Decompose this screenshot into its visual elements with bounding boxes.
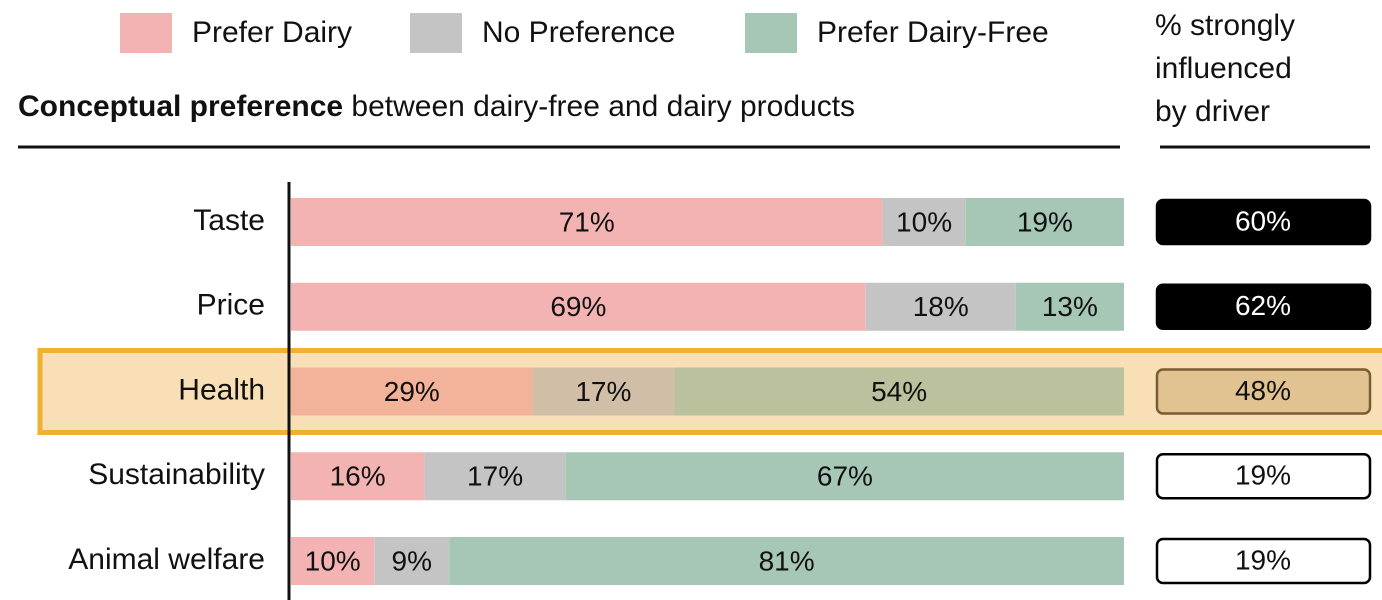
legend-swatch [745,13,797,53]
title-suffix: between dairy-free and dairy products [343,90,855,123]
bar-segment [965,198,1124,246]
chart-title: Conceptual preference between dairy-free… [18,90,855,123]
bar-segment [865,282,1016,331]
influence-label: 60% [1235,205,1291,236]
bar-value-label: 71% [559,206,615,237]
bar-value-label: 54% [871,376,927,407]
category-label: Animal welfare [68,543,265,576]
influence-label: 48% [1235,375,1291,406]
category-label: Sustainability [88,458,265,491]
influence-box [1155,453,1372,500]
category-label: Price [197,289,265,322]
bar-segment [1015,282,1124,331]
legend-swatch [120,13,172,53]
legend-label: No Preference [482,16,675,49]
bar-value-label: 19% [1017,206,1073,237]
bar-segment [424,452,566,501]
bar-segment [565,452,1124,501]
influence-label: 19% [1235,544,1291,575]
influence-box [1155,283,1372,330]
bar-segment [291,452,425,501]
bar-segment [882,198,966,246]
bar-value-label: 17% [575,376,631,407]
bar-value-label: 81% [759,545,815,576]
influence-box [1155,537,1372,585]
legend-swatch [410,13,462,53]
bar-segment [449,537,1124,585]
title-bold: Conceptual preference [18,90,343,123]
bar-segment [291,282,866,331]
legend-label: Prefer Dairy [192,16,352,49]
bar-segment [291,198,883,246]
bar-value-label: 13% [1042,291,1098,322]
category-label: Health [178,373,265,406]
influence-box [1155,198,1372,246]
category-label: Taste [193,204,265,237]
legend-label: Prefer Dairy-Free [817,16,1049,49]
bar-segment [374,537,450,585]
influence-label: 62% [1235,290,1291,321]
bar-value-label: 10% [896,206,952,237]
bar-value-label: 17% [467,461,523,492]
bar-value-label: 10% [305,545,361,576]
influence-header: % strongly influenced by driver [1155,9,1296,128]
bar-value-label: 16% [330,461,386,492]
bar-value-label: 18% [913,291,969,322]
bar-value-label: 29% [384,376,440,407]
bar-value-label: 67% [817,461,873,492]
bar-segment [291,537,375,585]
bar-value-label: 9% [392,545,432,576]
bar-value-label: 69% [550,291,606,322]
influence-label: 19% [1235,460,1291,491]
